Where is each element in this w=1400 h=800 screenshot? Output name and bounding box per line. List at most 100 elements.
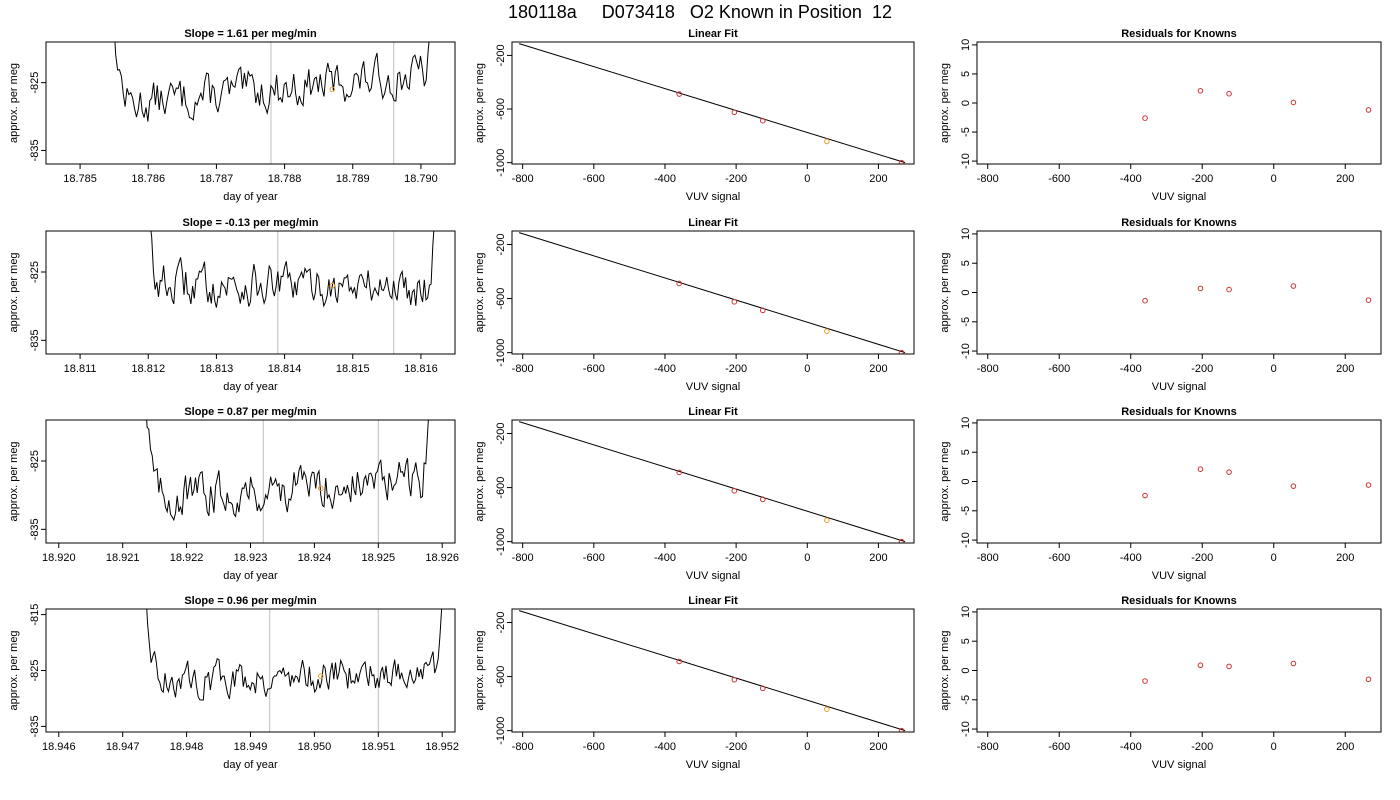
resid-xtick-label: -800 bbox=[977, 741, 999, 753]
fit-xlabel: VUV signal bbox=[686, 759, 740, 771]
resid-xtick-label: -400 bbox=[1120, 173, 1142, 185]
fit-xtick-label: 200 bbox=[869, 741, 887, 753]
trace-xtick-label: 18.922 bbox=[170, 552, 204, 564]
resid-xtick-label: 200 bbox=[1336, 173, 1354, 185]
fit-xtick-label: -400 bbox=[654, 363, 676, 375]
fit-panel-3: Linear Fit -800 -600 -400 -200 0 200 -200 -600 -1… bbox=[474, 406, 915, 582]
resid-point bbox=[1365, 482, 1372, 488]
fit-ylabel: approx. per meg bbox=[474, 63, 486, 143]
fit-point bbox=[760, 496, 766, 503]
fit-ytick-label: -1000 bbox=[495, 339, 507, 367]
trace-xtick-label: 18.923 bbox=[234, 552, 268, 564]
fit-xtick-label: -800 bbox=[512, 741, 534, 753]
trace-ytick-label: -835 bbox=[29, 715, 41, 737]
fit-frame bbox=[511, 419, 915, 544]
resid-ytick-label: -5 bbox=[960, 695, 972, 705]
resid-point bbox=[1197, 88, 1204, 94]
fit-point bbox=[898, 159, 905, 164]
resid-point bbox=[1226, 90, 1232, 97]
fit-point bbox=[731, 299, 738, 305]
resid-point bbox=[1226, 663, 1232, 670]
fit-point bbox=[676, 469, 683, 476]
trace-ytick-label: -825 bbox=[29, 450, 41, 472]
trace-ylabel: approx. per meg bbox=[8, 252, 20, 332]
resid-xlabel: VUV signal bbox=[1152, 381, 1206, 393]
resid-xlabel: VUV signal bbox=[1152, 570, 1206, 582]
fit-line bbox=[518, 232, 906, 354]
resid-point bbox=[1290, 283, 1297, 289]
fit-ytick-label: -200 bbox=[495, 44, 507, 66]
fit-xtick-label: -600 bbox=[583, 741, 605, 753]
resid-xtick-label: -600 bbox=[1048, 173, 1070, 185]
trace-xtick-label: 18.813 bbox=[200, 363, 234, 375]
resid-frame bbox=[976, 41, 1382, 165]
fit-point bbox=[824, 328, 830, 335]
fit-line bbox=[518, 43, 906, 164]
resid-point bbox=[1290, 660, 1297, 667]
fit-ytick-label: -600 bbox=[495, 666, 507, 688]
resid-ytick-label: 5 bbox=[960, 638, 972, 644]
fit-point bbox=[731, 488, 738, 494]
fit-xtick-label: -200 bbox=[725, 363, 747, 375]
resid-ytick-label: 0 bbox=[960, 478, 972, 484]
fit-ytick-label: -600 bbox=[495, 477, 507, 499]
resid-xtick-label: 200 bbox=[1336, 363, 1354, 375]
fit-point bbox=[760, 685, 766, 692]
trace-panel-4: Slope = 0.96 per meg/min 18.946 18.947 18.9… bbox=[8, 595, 459, 771]
trace-frame bbox=[45, 230, 456, 355]
resid-xtick-label: 0 bbox=[1271, 173, 1277, 185]
trace-title: Slope = 1.61 per meg/min bbox=[184, 28, 317, 40]
resid-ytick-label: -5 bbox=[960, 127, 972, 137]
trace-xtick-label: 18.951 bbox=[361, 741, 395, 753]
resid-title: Residuals for Knowns bbox=[1121, 217, 1237, 229]
trace-line bbox=[114, 42, 430, 122]
trace-title: Slope = 0.87 per meg/min bbox=[184, 406, 317, 418]
trace-xtick-label: 18.811 bbox=[64, 363, 97, 375]
trace-xtick-label: 18.816 bbox=[404, 363, 438, 375]
resid-plot-area bbox=[1142, 88, 1372, 121]
trace-marker bbox=[329, 86, 336, 93]
trace-xtick-label: 18.950 bbox=[298, 741, 332, 753]
fit-point bbox=[760, 117, 766, 124]
resid-xtick-label: -200 bbox=[1191, 741, 1213, 753]
resid-xtick-label: 200 bbox=[1336, 741, 1354, 753]
fit-xtick-label: -200 bbox=[725, 173, 747, 185]
resid-ytick-label: 5 bbox=[960, 260, 972, 266]
fit-frame bbox=[511, 41, 915, 165]
fit-xtick-label: 0 bbox=[804, 173, 810, 185]
resid-ylabel: approx. per meg bbox=[939, 441, 951, 521]
fit-xtick-label: 0 bbox=[804, 552, 810, 564]
fit-point bbox=[760, 307, 766, 314]
trace-xtick-label: 18.786 bbox=[131, 173, 165, 185]
trace-xtick-label: 18.946 bbox=[42, 741, 76, 753]
resid-xtick-label: 0 bbox=[1271, 363, 1277, 375]
fit-point bbox=[898, 349, 905, 354]
resid-ytick-label: 10 bbox=[960, 606, 972, 618]
fit-xtick-label: -200 bbox=[725, 741, 747, 753]
resid-plot-area bbox=[1142, 466, 1372, 499]
resid-frame bbox=[976, 419, 1382, 544]
resid-frame bbox=[976, 230, 1382, 355]
trace-xtick-label: 18.921 bbox=[106, 552, 140, 564]
resid-frame bbox=[976, 608, 1382, 733]
trace-ylabel: approx. per meg bbox=[8, 630, 20, 710]
resid-plot-area bbox=[1142, 283, 1372, 304]
fit-xtick-label: -800 bbox=[512, 173, 534, 185]
trace-xtick-label: 18.812 bbox=[131, 363, 165, 375]
resid-point bbox=[1226, 286, 1232, 293]
fit-xtick-label: 0 bbox=[804, 741, 810, 753]
resid-point bbox=[1197, 466, 1204, 473]
trace-frame bbox=[45, 608, 456, 733]
fit-point bbox=[824, 138, 830, 145]
resid-title: Residuals for Knowns bbox=[1121, 406, 1237, 418]
trace-xtick-label: 18.920 bbox=[42, 552, 76, 564]
trace-ylabel: approx. per meg bbox=[8, 441, 20, 521]
trace-xlabel: day of year bbox=[223, 381, 278, 393]
resid-xtick-label: -800 bbox=[977, 363, 999, 375]
resid-ytick-label: 5 bbox=[960, 449, 972, 455]
resid-ylabel: approx. per meg bbox=[939, 252, 951, 332]
fit-ytick-label: -200 bbox=[495, 234, 507, 256]
trace-xtick-label: 18.789 bbox=[336, 173, 370, 185]
fit-line bbox=[518, 421, 906, 543]
